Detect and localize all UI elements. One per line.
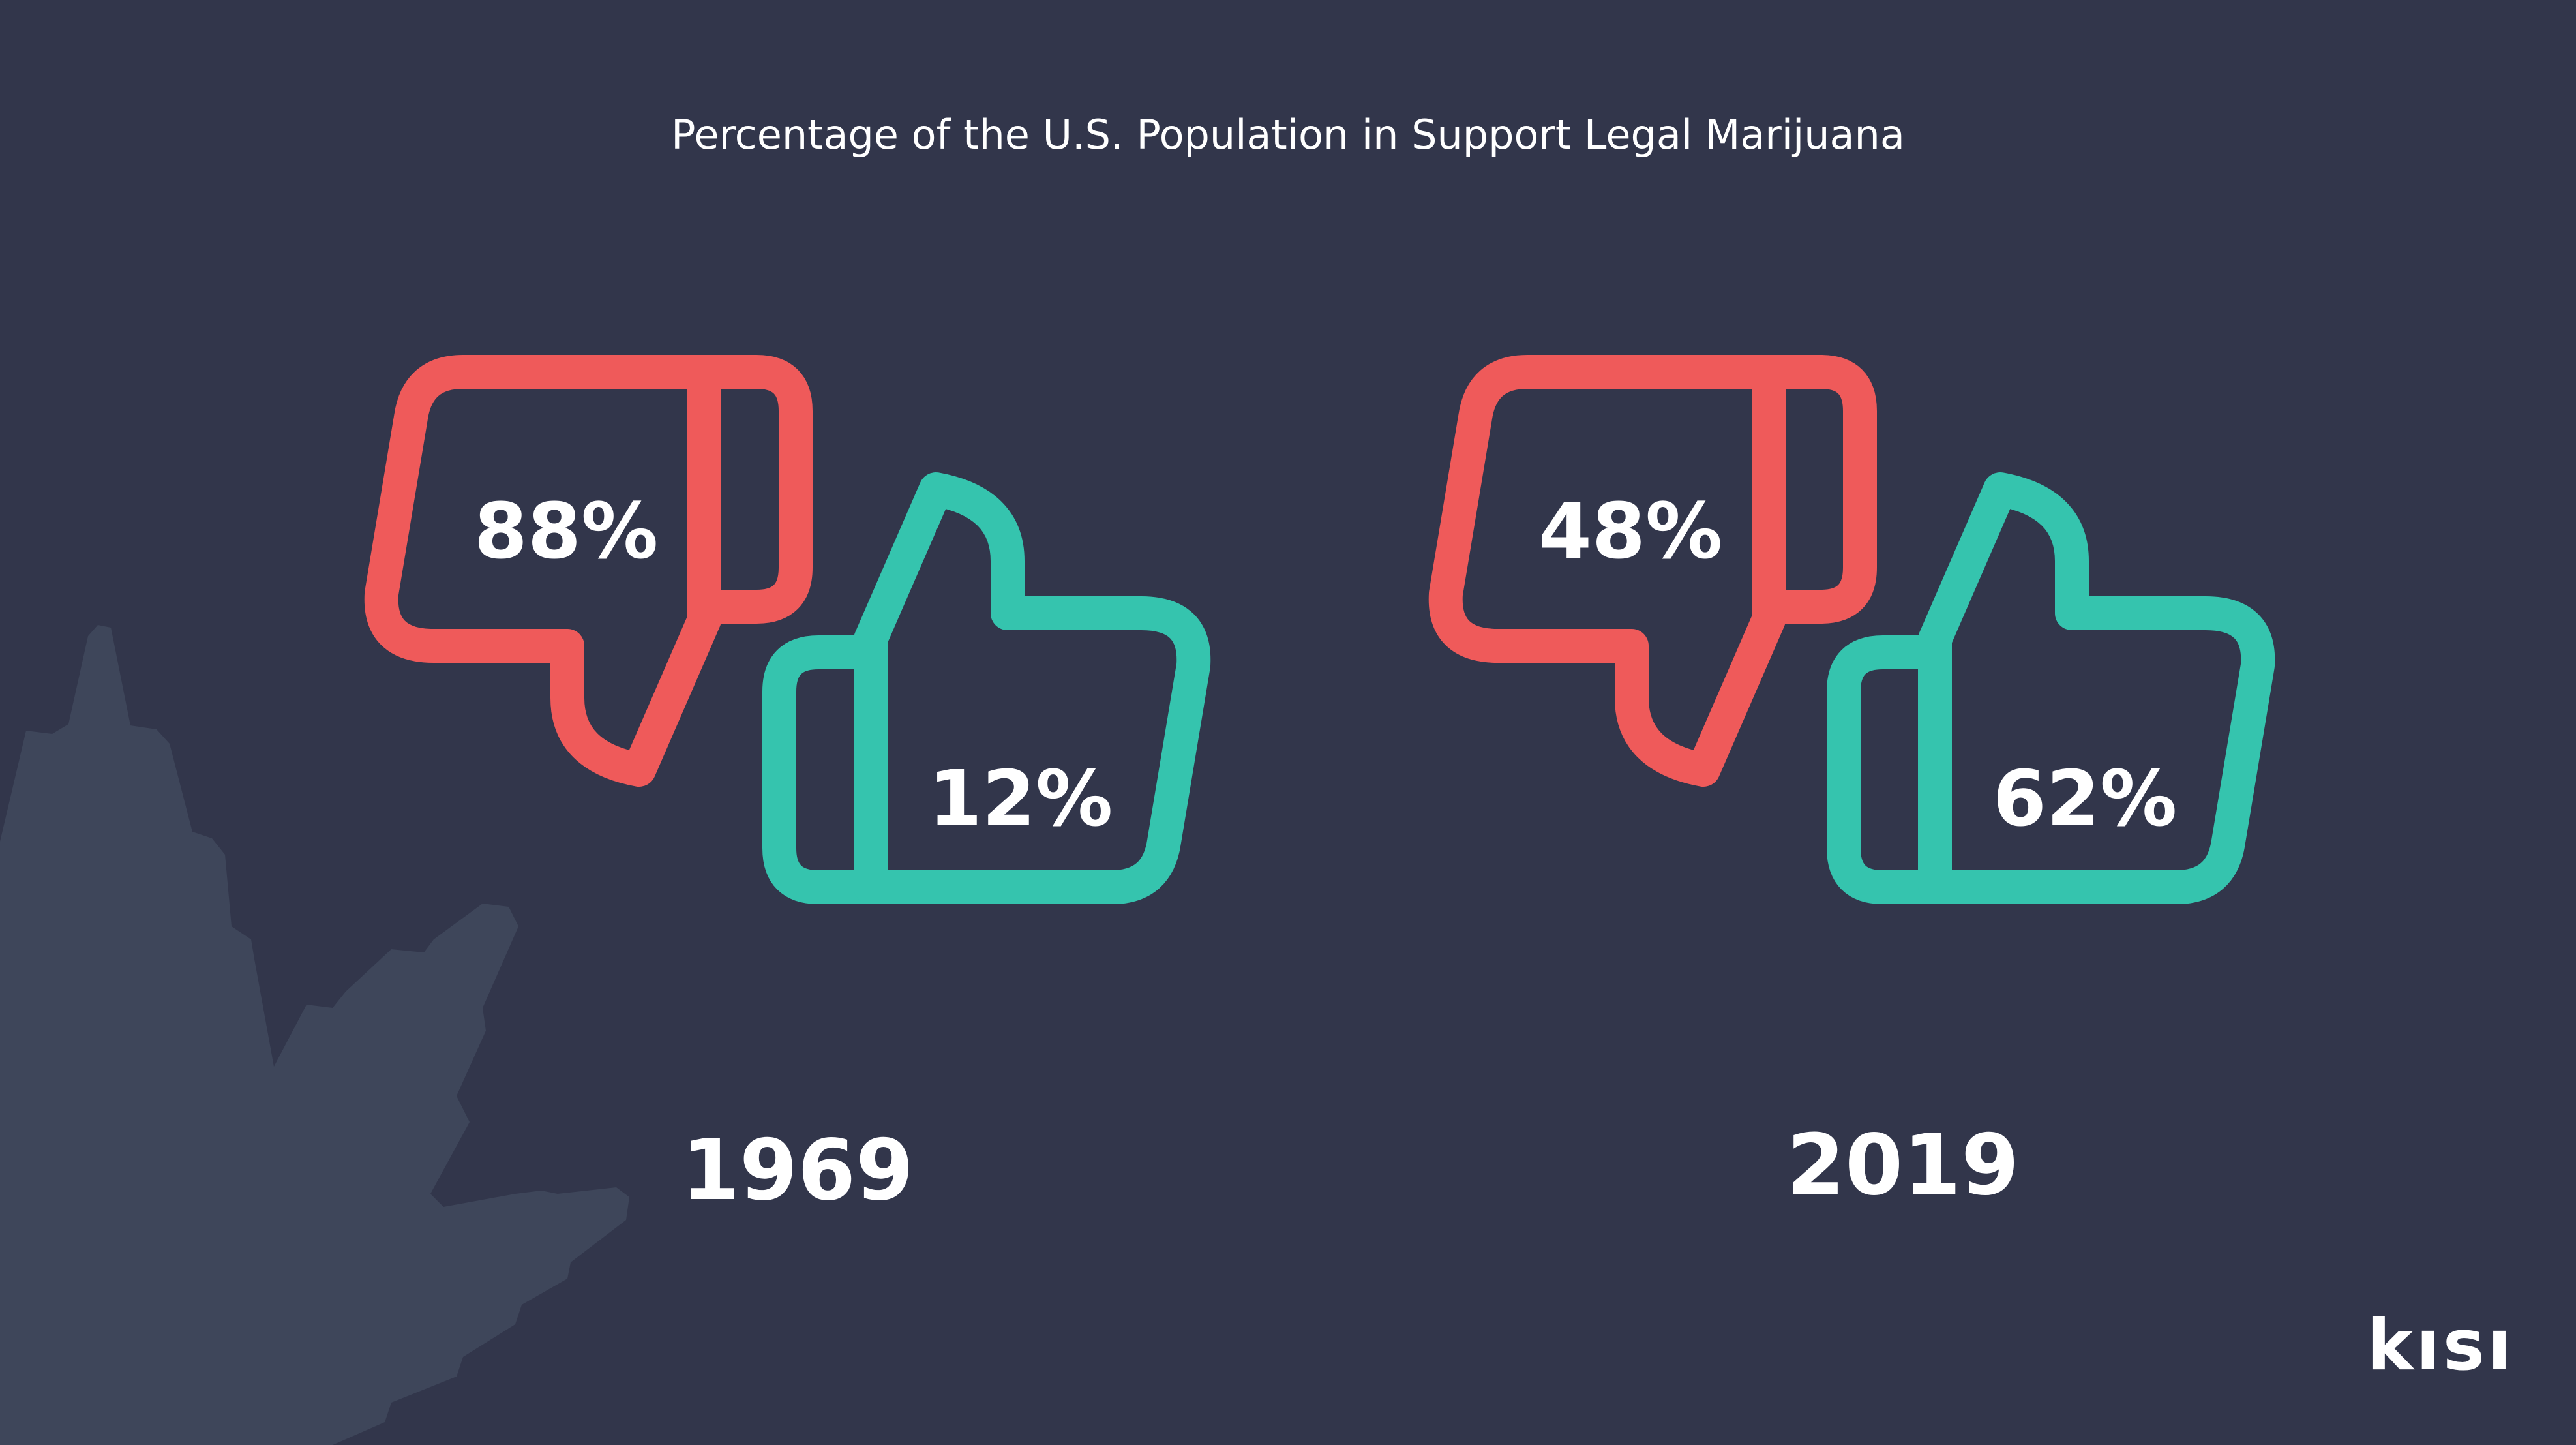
value-label-oppose-1969: 88% (474, 486, 658, 576)
year-label-2019: 2019 (1787, 1117, 2019, 1214)
value-label-oppose-2019: 48% (1538, 486, 1722, 576)
chart-title: Percentage of the U.S. Population in Sup… (671, 111, 1905, 159)
year-label-1969: 1969 (681, 1122, 914, 1219)
value-label-support-2019: 62% (1993, 753, 2177, 844)
value-label-support-1969: 12% (929, 753, 1113, 844)
kisi-logo: kısı (2366, 1305, 2514, 1386)
